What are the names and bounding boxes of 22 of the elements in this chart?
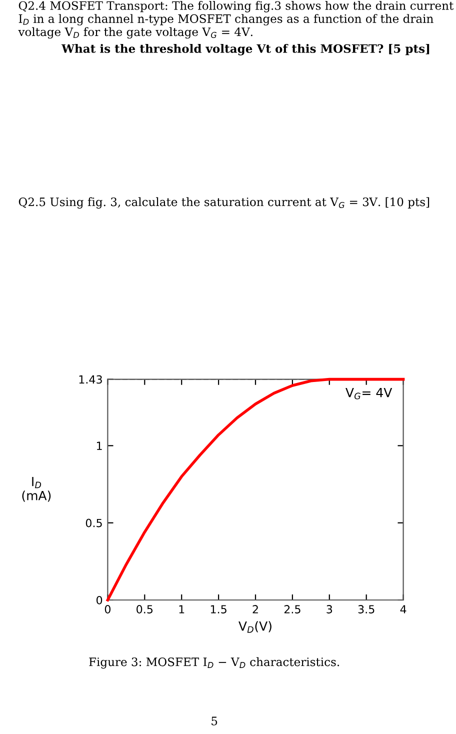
text: Q2.4 MOSFET Transport: The following fig.3 shows how the drain current I$_{D}$ in a long channel n-type MOSFET changes as a function of the drain voltage V$_{D}$ for the gate voltage V$_{G}$ = 4V.: [18, 1, 454, 39]
x-tick-label: 1: [179, 605, 184, 614]
x-tick-label: 2: [252, 605, 258, 614]
x-tick-label: 3.5: [358, 605, 374, 614]
text: What is the threshold voltage Vt of this MOSFET? [5 pts]: [61, 44, 430, 56]
x-tick-label: 1.5: [210, 605, 226, 614]
x-tick-label: 0.5: [136, 605, 153, 614]
y-tick-label: 0: [96, 596, 102, 604]
y-tick-label: 1.43: [79, 375, 102, 384]
y-tick-label: 0.5: [86, 518, 102, 528]
x-tick-label: 3: [326, 605, 332, 614]
x-axis-title: V$_{D}$(V): [238, 621, 272, 633]
y-axis-title: I$_{D}$ (mA): [22, 476, 51, 502]
x-tick-label: 2.5: [284, 605, 300, 614]
series-label: V$_{G}$= 4V: [346, 388, 392, 400]
x-tick-label: 0: [104, 605, 110, 614]
caption: Figure 3: MOSFET I$_{D}$ − V$_{D}$ characteristics.: [89, 657, 340, 669]
text: Q2.5 Using fig. 3, calculate the saturation current at V$_{G}$ = 3V. [10 pts]: [18, 197, 430, 209]
text: 5: [212, 716, 218, 726]
line-series: [106, 378, 405, 602]
y-tick-label: 1: [96, 442, 102, 450]
x-tick-label: 4: [400, 605, 406, 614]
